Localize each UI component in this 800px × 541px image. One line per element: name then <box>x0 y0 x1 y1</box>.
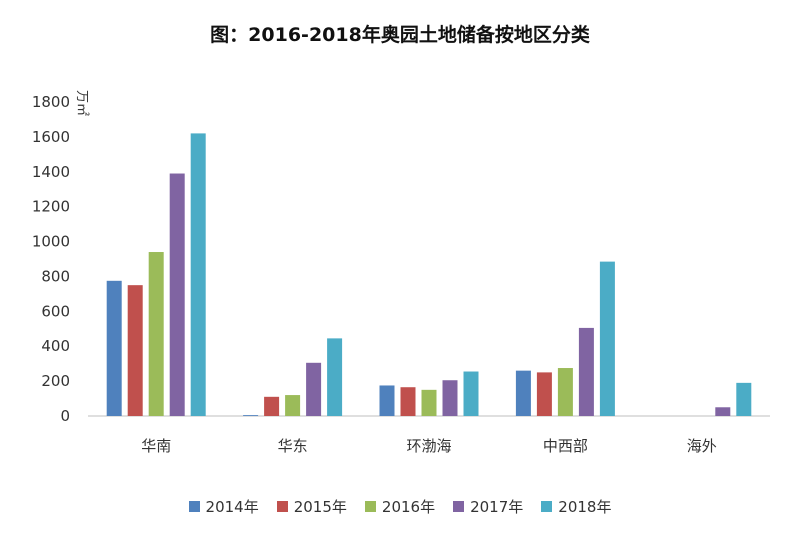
y-tick-label: 200 <box>41 372 70 390</box>
bar <box>379 385 395 416</box>
bar <box>190 133 206 416</box>
bar <box>578 327 594 416</box>
bar <box>515 370 531 416</box>
legend-swatch <box>541 501 553 512</box>
bar <box>421 389 437 416</box>
bar <box>243 415 259 416</box>
x-category-label: 华东 <box>278 437 308 455</box>
legend-label: 2018年 <box>558 498 612 516</box>
bar <box>599 261 615 416</box>
y-tick-label: 1000 <box>32 233 70 251</box>
bar <box>463 371 479 416</box>
y-tick-label: 1200 <box>32 198 70 216</box>
x-category-label: 环渤海 <box>406 437 451 455</box>
x-category-label: 华南 <box>141 437 171 455</box>
bar <box>264 396 280 416</box>
y-axis: 0 200 400 600 800 1000 1200 1400 1600 1800 <box>32 93 70 425</box>
legend-label: 2017年 <box>470 498 524 516</box>
bar <box>442 380 458 416</box>
bar <box>306 362 322 416</box>
legend-label: 2016年 <box>381 498 436 516</box>
bar <box>400 387 416 416</box>
y-tick-label: 1400 <box>32 163 70 181</box>
legend-item: 2017年 <box>453 496 523 517</box>
bar <box>736 382 752 416</box>
legend-label: 2015年 <box>293 498 347 516</box>
bar <box>557 368 573 416</box>
y-axis-unit-label: 万㎡ <box>74 90 89 116</box>
bar <box>169 173 185 416</box>
y-tick-label: 400 <box>41 337 70 355</box>
bar <box>715 407 731 416</box>
legend-item: 2016年 <box>364 496 436 517</box>
bars <box>106 133 752 416</box>
bar <box>285 395 301 416</box>
bar <box>327 338 343 416</box>
chart-title: 图：2016-2018年奥园土地储备按地区分类 <box>210 24 590 46</box>
x-category-label: 中西部 <box>543 437 588 455</box>
bar <box>106 280 122 416</box>
legend-swatch <box>364 501 376 512</box>
legend-item: 2015年 <box>276 496 347 517</box>
legend-item: 2018年 <box>541 496 611 517</box>
legend: 2014年 2015年 2016年 2017年 2018年 <box>0 496 800 517</box>
legend-swatch <box>188 501 200 512</box>
y-tick-label: 600 <box>41 302 70 320</box>
bar <box>127 285 143 416</box>
bar <box>148 252 164 416</box>
bar <box>536 372 552 416</box>
y-tick-label: 800 <box>41 267 70 285</box>
y-tick-label: 1600 <box>32 128 70 146</box>
y-tick-label: 0 <box>60 407 70 425</box>
legend-label: 2014年 <box>205 498 259 516</box>
y-tick-label: 1800 <box>32 93 70 111</box>
legend-swatch <box>276 501 288 512</box>
legend-item: 2014年 <box>188 496 259 517</box>
x-axis: 华南 华东 环渤海 中西部 海外 <box>141 437 717 455</box>
legend-swatch <box>453 501 465 512</box>
x-category-label: 海外 <box>687 437 717 455</box>
